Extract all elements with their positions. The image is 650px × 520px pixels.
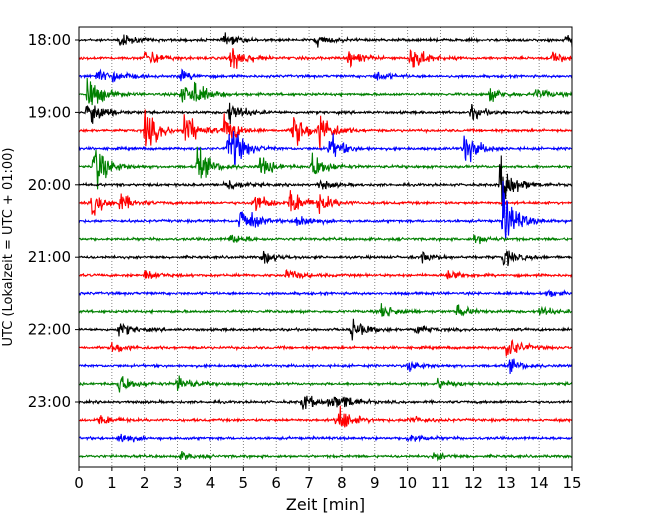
x-axis-label: Zeit [min]	[286, 495, 365, 514]
x-tick-label: 12	[464, 474, 483, 492]
x-tick-label: 9	[370, 474, 380, 492]
trace-line	[78, 131, 573, 166]
trace-line	[78, 395, 573, 410]
trace-line	[78, 109, 573, 150]
y-axis-label: UTC (Lokalzeit = UTC + 01:00)	[1, 148, 16, 347]
trace-line	[78, 339, 573, 357]
x-tick-label: 8	[337, 474, 347, 492]
trace-line	[78, 433, 573, 443]
trace-line	[78, 450, 573, 462]
plot-frame	[78, 26, 573, 468]
x-tick-label: 0	[74, 474, 84, 492]
x-tick-label: 4	[206, 474, 216, 492]
x-tick-label: 5	[239, 474, 249, 492]
x-tick-label: 11	[431, 474, 450, 492]
trace-line	[78, 32, 573, 48]
x-tick-label: 15	[562, 474, 581, 492]
trace-line	[78, 249, 573, 267]
trace-line	[78, 102, 573, 125]
y-tick-label: 22:00	[28, 321, 71, 339]
trace-line	[78, 269, 573, 280]
trace-line	[78, 68, 573, 83]
x-tick-label: 14	[530, 474, 549, 492]
x-tick-label: 2	[140, 474, 150, 492]
x-tick-label: 13	[497, 474, 516, 492]
y-tick-label: 20:00	[28, 176, 71, 194]
x-axis-ticks: 0 1 2 3 4 5 6 7 8 9 10 11 12 13 14 15	[74, 467, 582, 492]
y-tick-label: 23:00	[28, 393, 71, 411]
x-tick-label: 1	[107, 474, 117, 492]
trace-line	[78, 48, 573, 69]
trace-line	[78, 303, 573, 317]
trace-line	[78, 234, 573, 245]
x-tick-label: 10	[398, 474, 417, 492]
trace-line	[78, 77, 573, 106]
grid-lines	[111, 27, 540, 467]
trace-line	[78, 289, 573, 298]
trace-line	[78, 358, 573, 375]
trace-line	[78, 180, 573, 240]
y-axis-ticks: 18:00 19:00 20:00 21:00 22:00 23:00	[28, 31, 79, 411]
x-tick-label: 3	[173, 474, 183, 492]
y-tick-label: 18:00	[28, 31, 71, 49]
trace-line	[78, 405, 573, 428]
seismic-traces	[78, 32, 573, 462]
trace-line	[78, 190, 573, 216]
trace-line	[78, 375, 573, 393]
x-tick-label: 7	[304, 474, 314, 492]
trace-line	[78, 146, 573, 190]
trace-line	[78, 318, 573, 341]
x-tick-label: 6	[271, 474, 281, 492]
y-tick-label: 21:00	[28, 248, 71, 266]
y-tick-label: 19:00	[28, 103, 71, 121]
trace-line	[78, 155, 573, 207]
